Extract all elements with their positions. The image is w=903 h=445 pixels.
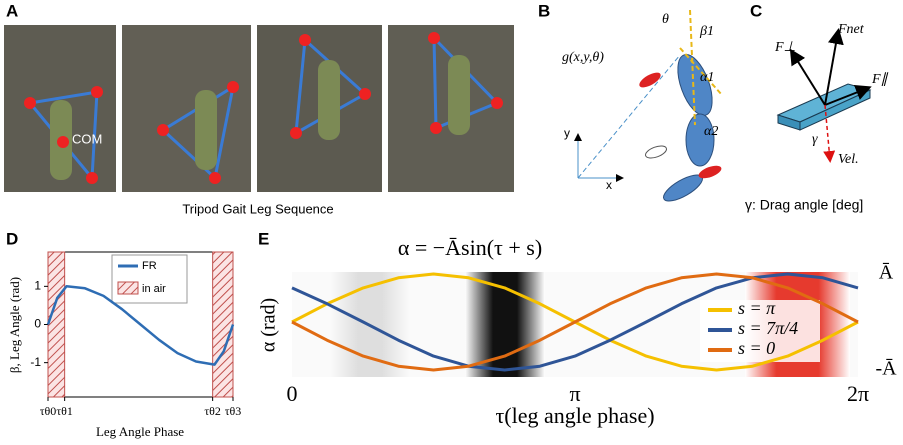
x-axis-label: τ(leg angle phase) <box>495 403 654 428</box>
axis-label: y <box>564 126 570 140</box>
photo: COM <box>4 25 116 192</box>
legend-label: in air <box>142 283 166 295</box>
x-tick-label: τθ2 <box>204 404 221 418</box>
angle-label: β1 <box>699 24 714 39</box>
force-label: F∥ <box>871 72 889 87</box>
com-label: COM <box>72 131 102 146</box>
x-tick-label: 2π <box>847 381 869 406</box>
panel-label: E <box>258 229 269 248</box>
angle-label: α1 <box>700 70 714 85</box>
panel-c: C F⊥ Fnet F∥ γ Vel. γ: Drag angle [deg] <box>745 1 889 212</box>
y-tick-label: Ā <box>879 262 894 284</box>
photo <box>257 25 382 192</box>
legend-swatch <box>118 282 138 294</box>
force-label: F⊥ <box>774 40 796 55</box>
angle-label: γ <box>812 132 818 147</box>
caption: Tripod Gait Leg Sequence <box>182 201 333 216</box>
y-axis-label: α (rad) <box>258 298 280 352</box>
x-tick-label: τθ1 <box>56 404 73 418</box>
figure: A COM Tripod Gait Leg Sequence B g(x,y,θ… <box>0 0 903 445</box>
x-axis-label: Leg Angle Phase <box>96 424 184 439</box>
legend-label: s = 0 <box>738 338 775 358</box>
panel-label: C <box>750 1 762 20</box>
y-axis-label: β, Leg Angle (rad) <box>7 277 22 373</box>
y-tick-label: 1 <box>34 279 41 293</box>
in-air-region <box>213 252 233 397</box>
x-tick-label: π <box>569 381 580 406</box>
legend-label: s = 7π/4 <box>738 318 798 338</box>
x-tick-label: τθ0 <box>40 404 57 418</box>
page: A COM Tripod Gait Leg Sequence B g(x,y,θ… <box>0 0 903 445</box>
velocity-label: Vel. <box>838 152 859 167</box>
photo <box>122 25 251 192</box>
angle-label: α2 <box>704 124 718 139</box>
x-tick-label: 0 <box>287 381 298 406</box>
y-tick-label: 0 <box>34 317 41 331</box>
caption: γ: Drag angle [deg] <box>745 197 863 213</box>
angle-label: θ <box>662 12 669 27</box>
force-label: Fnet <box>837 22 865 37</box>
panel-a: A COM Tripod Gait Leg Sequence <box>4 1 514 216</box>
panel-label: A <box>6 1 18 20</box>
y-tick-label: -Ā <box>875 358 897 380</box>
legend-label: FR <box>142 260 157 272</box>
in-air-region <box>48 252 65 397</box>
panel-b: B g(x,y,θ) θ β1 α1 α2 y x <box>538 1 723 205</box>
equation: α = −Āsin(τ + s) <box>398 235 542 260</box>
pose-label: g(x,y,θ) <box>562 50 604 65</box>
y-tick-label: -1 <box>30 355 41 369</box>
panel-label: D <box>6 229 18 248</box>
panel-label: B <box>538 1 550 20</box>
photo <box>388 25 514 192</box>
legend-label: s = π <box>738 298 776 318</box>
axis-label: x <box>606 178 612 192</box>
x-tick-label: τθ3 <box>225 404 242 418</box>
